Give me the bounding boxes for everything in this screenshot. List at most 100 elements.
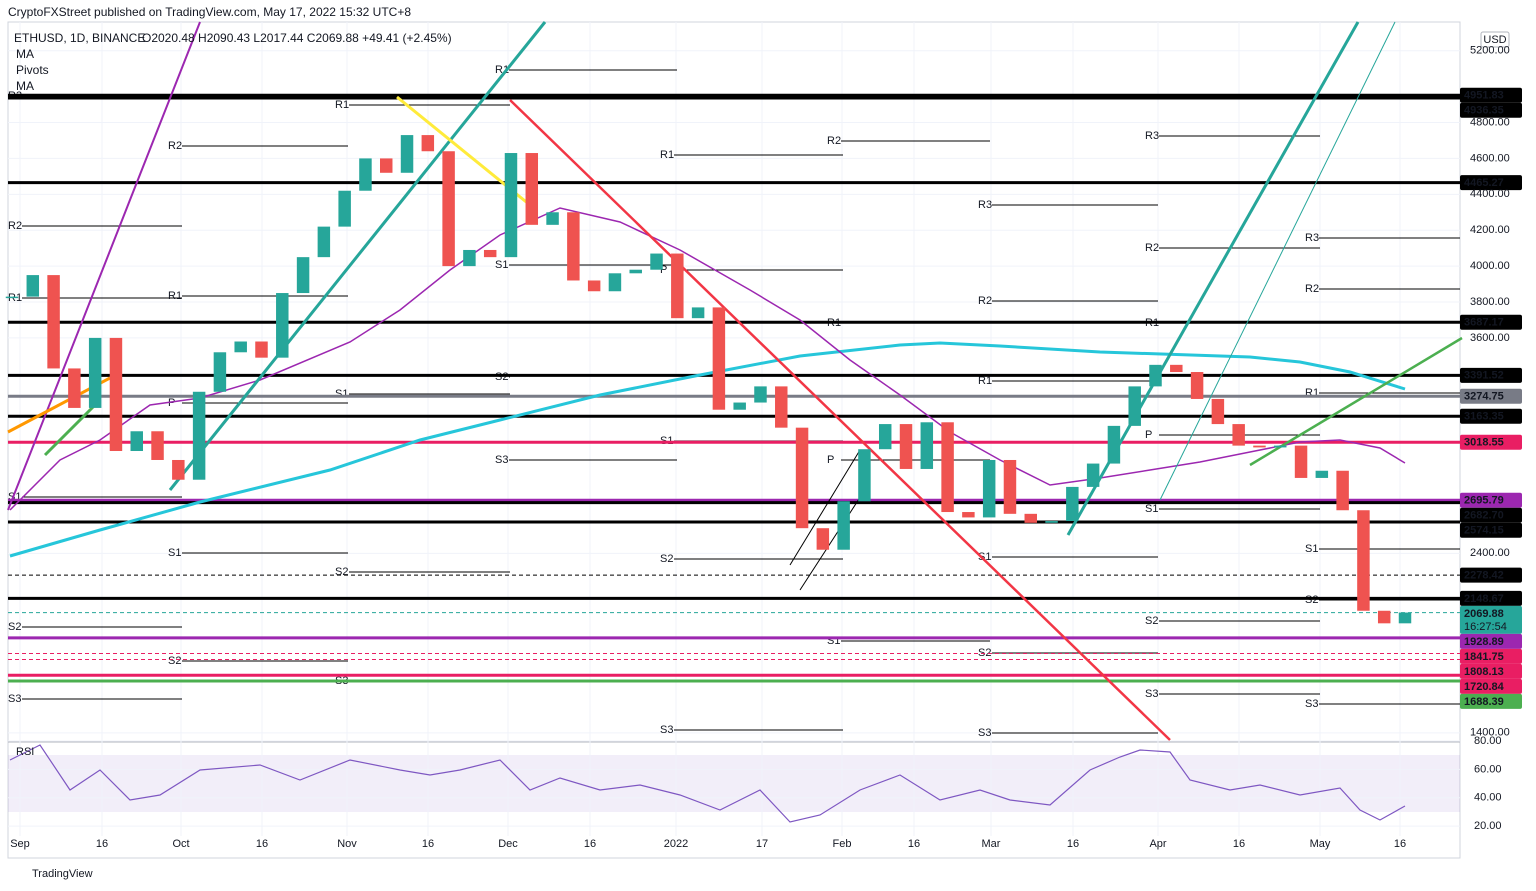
pivot-label: S2	[1145, 615, 1158, 627]
pivot-label: P	[168, 397, 175, 409]
candle	[109, 337, 123, 452]
currency-box[interactable]	[1480, 31, 1510, 48]
y-tick-label: 4400.00	[1470, 188, 1510, 200]
indicator: MA	[16, 47, 34, 61]
candle	[1066, 486, 1079, 522]
candle	[400, 135, 414, 173]
logo: TradingView	[32, 868, 93, 880]
countdown: 16:27:54	[1464, 621, 1507, 633]
price-label: 2695.79	[1464, 495, 1504, 507]
candle	[608, 273, 622, 292]
pivot-label: S2	[660, 553, 673, 565]
candles	[5, 135, 1412, 624]
price-label: 3018.55	[1464, 437, 1504, 449]
price-label-box	[1460, 367, 1522, 383]
candle	[1336, 470, 1349, 511]
price-label-box	[1460, 648, 1522, 664]
candle	[1357, 510, 1370, 611]
candle	[941, 422, 954, 513]
candle	[1232, 424, 1245, 446]
x-tick-label: 16	[1233, 838, 1245, 850]
candle	[276, 293, 289, 358]
y-tick-label: 4200.00	[1470, 224, 1510, 236]
pivot-label: R1	[335, 99, 349, 111]
y-tick-label: 3800.00	[1470, 296, 1510, 308]
price-label: 1928.89	[1464, 636, 1504, 648]
symbol: ETHUSD, 1D, BINANCE	[14, 31, 145, 45]
pivot-label: R2	[168, 140, 182, 152]
price-label-box	[1460, 492, 1522, 508]
price-label: 2148.67	[1464, 593, 1504, 605]
price-label-box	[1460, 388, 1522, 404]
candle	[463, 249, 476, 267]
grid	[8, 22, 1460, 836]
price-label-box	[1460, 605, 1522, 634]
candle	[629, 269, 642, 274]
pivot-label: S1	[495, 259, 508, 271]
candle	[504, 153, 518, 258]
candle	[192, 391, 206, 480]
pivot-label: S2	[8, 621, 21, 633]
candle	[1149, 364, 1162, 387]
candle	[691, 307, 705, 319]
candle	[816, 528, 830, 550]
candle	[858, 449, 871, 502]
pivot-label: R1	[660, 149, 674, 161]
rsi-tick-label: 20.00	[1474, 820, 1502, 832]
x-tick-label: Nov	[337, 838, 357, 850]
x-tick-label: 17	[756, 838, 768, 850]
x-tick-label: Oct	[172, 838, 189, 850]
rsi-title: RSI	[16, 746, 34, 758]
rsi-line	[9, 744, 1406, 823]
candle	[68, 368, 81, 408]
levels: 4951.83 4936.35 4465.27 3687.17 3391.52 3274.…	[8, 87, 1522, 709]
pivot-label: S3	[660, 724, 673, 736]
rsi-tick-label: 40.00	[1474, 792, 1502, 804]
candle	[1045, 521, 1058, 523]
candle	[26, 275, 40, 297]
candle	[442, 151, 455, 267]
candle	[1211, 398, 1225, 425]
candle	[296, 257, 310, 294]
price-label-box	[1460, 678, 1522, 694]
currency[interactable]: USD	[1483, 34, 1506, 46]
pivot-label: R2	[8, 220, 22, 232]
pivot-label: S3	[1145, 688, 1158, 700]
price-label-box	[1460, 590, 1522, 606]
candle	[172, 459, 185, 480]
y-tick-label: 4000.00	[1470, 260, 1510, 272]
candle	[483, 249, 497, 258]
candle	[671, 253, 684, 319]
candle	[878, 424, 892, 450]
price-label: 1841.75	[1464, 651, 1504, 663]
y-tick-label: 3600.00	[1470, 332, 1510, 344]
candle	[567, 212, 580, 281]
y-tick-label: 1400.00	[1470, 727, 1510, 739]
candle	[338, 190, 351, 227]
x-tick-label: Dec	[498, 838, 518, 850]
candle	[151, 431, 164, 460]
x-tick-label: 16	[256, 838, 268, 850]
price-label-box	[1460, 87, 1522, 103]
candle	[88, 337, 102, 408]
price-label-box	[1460, 175, 1522, 191]
candle	[1170, 364, 1183, 373]
candle	[1024, 513, 1037, 523]
x-tick-label: 16	[584, 838, 596, 850]
candle	[754, 386, 767, 403]
candle	[234, 341, 247, 353]
candle	[712, 307, 726, 410]
ma-200	[9, 341, 1406, 558]
pivot-label: S2	[495, 371, 508, 383]
candle	[1377, 610, 1391, 624]
candle	[1190, 372, 1204, 399]
price-label-box	[1460, 567, 1522, 583]
price-label: 2682.70	[1464, 510, 1504, 522]
price-label: 1808.13	[1464, 666, 1504, 678]
price-label-box	[1460, 434, 1522, 450]
trendline	[168, 21, 547, 491]
candle	[1274, 445, 1287, 448]
price-label-box	[1460, 633, 1522, 649]
x-tick-label: May	[1310, 838, 1331, 850]
